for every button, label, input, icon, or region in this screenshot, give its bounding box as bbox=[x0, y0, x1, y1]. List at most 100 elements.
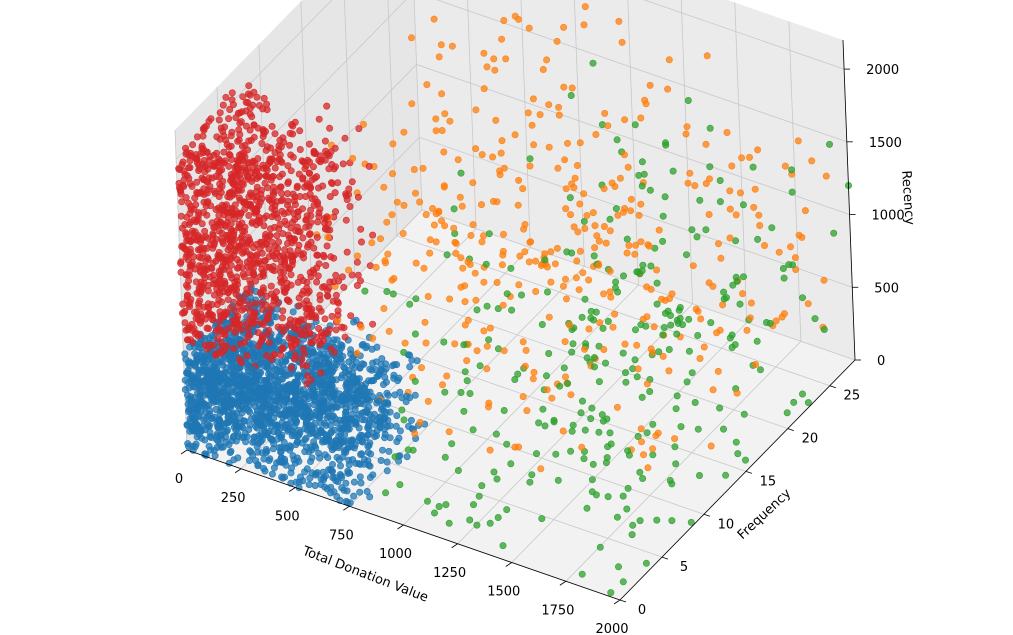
data-point bbox=[526, 478, 534, 486]
data-point bbox=[469, 501, 477, 509]
data-point bbox=[238, 219, 246, 227]
data-point bbox=[331, 189, 339, 197]
data-point bbox=[541, 422, 549, 430]
data-point bbox=[754, 146, 762, 154]
data-point bbox=[820, 276, 828, 284]
data-point bbox=[305, 169, 313, 177]
data-point bbox=[205, 281, 213, 289]
data-point bbox=[192, 359, 200, 367]
data-point bbox=[305, 231, 313, 239]
data-point bbox=[246, 408, 254, 416]
data-point bbox=[305, 481, 313, 489]
data-point bbox=[248, 219, 256, 227]
data-point bbox=[241, 205, 249, 213]
data-point bbox=[177, 268, 185, 276]
data-point bbox=[265, 374, 273, 382]
data-point bbox=[240, 417, 248, 425]
data-point bbox=[753, 337, 761, 345]
data-point bbox=[475, 492, 483, 500]
data-point bbox=[185, 199, 193, 207]
data-point bbox=[348, 443, 356, 451]
data-point bbox=[563, 248, 571, 256]
data-point bbox=[284, 162, 292, 170]
data-point bbox=[547, 248, 555, 256]
data-point bbox=[246, 110, 254, 118]
data-point bbox=[590, 354, 598, 362]
data-point bbox=[343, 248, 351, 256]
data-point bbox=[463, 357, 471, 365]
data-point bbox=[494, 513, 502, 521]
data-point bbox=[211, 189, 219, 197]
data-point bbox=[566, 321, 574, 329]
data-point bbox=[671, 435, 679, 443]
data-point bbox=[229, 179, 237, 187]
data-point bbox=[514, 370, 522, 378]
data-point bbox=[205, 442, 213, 450]
data-point bbox=[316, 340, 324, 348]
data-point bbox=[653, 300, 661, 308]
data-point bbox=[717, 254, 725, 262]
data-point bbox=[752, 360, 760, 368]
data-point bbox=[339, 160, 347, 168]
data-point bbox=[443, 251, 451, 259]
data-point bbox=[519, 338, 527, 346]
data-point bbox=[222, 262, 230, 270]
data-point bbox=[589, 460, 597, 468]
data-point bbox=[255, 257, 263, 265]
y-tick bbox=[661, 556, 669, 560]
data-point bbox=[182, 150, 190, 158]
data-point bbox=[216, 109, 224, 117]
data-point bbox=[246, 91, 254, 99]
data-point bbox=[578, 570, 586, 578]
data-point bbox=[443, 372, 451, 380]
data-point bbox=[595, 378, 603, 386]
data-point bbox=[249, 193, 257, 201]
data-point bbox=[450, 205, 458, 213]
data-point bbox=[682, 251, 690, 259]
data-point bbox=[393, 361, 401, 369]
data-point bbox=[555, 103, 563, 111]
z-tick-label: 1500 bbox=[869, 136, 902, 151]
data-point bbox=[530, 141, 538, 149]
data-point bbox=[185, 442, 193, 450]
data-point bbox=[716, 198, 724, 206]
data-point bbox=[642, 100, 650, 108]
data-point bbox=[356, 473, 364, 481]
data-point bbox=[707, 319, 715, 327]
data-point bbox=[323, 292, 331, 300]
data-point bbox=[526, 162, 534, 170]
data-point bbox=[672, 405, 680, 413]
data-point bbox=[293, 438, 301, 446]
data-point bbox=[634, 365, 642, 373]
data-point bbox=[358, 360, 366, 368]
data-point bbox=[640, 170, 648, 178]
data-point bbox=[460, 341, 468, 349]
data-point bbox=[668, 480, 676, 488]
data-point bbox=[489, 153, 497, 161]
data-point bbox=[634, 432, 642, 440]
data-point bbox=[585, 325, 593, 333]
data-point bbox=[532, 287, 540, 295]
data-point bbox=[515, 281, 523, 289]
data-point bbox=[302, 162, 310, 170]
data-point bbox=[611, 310, 619, 318]
data-point bbox=[227, 225, 235, 233]
data-point bbox=[604, 443, 612, 451]
data-point bbox=[412, 259, 420, 267]
data-point bbox=[303, 278, 311, 286]
data-point bbox=[328, 312, 336, 320]
data-point bbox=[249, 452, 257, 460]
data-point bbox=[231, 416, 239, 424]
data-point bbox=[685, 315, 693, 323]
x-tick bbox=[180, 449, 188, 455]
data-point bbox=[268, 266, 276, 274]
data-point bbox=[440, 148, 448, 156]
data-point bbox=[249, 314, 257, 322]
data-point bbox=[267, 435, 275, 443]
data-point bbox=[654, 429, 662, 437]
data-point bbox=[350, 318, 358, 326]
data-point bbox=[250, 157, 258, 165]
data-point bbox=[207, 264, 215, 272]
data-point bbox=[608, 179, 616, 187]
data-point bbox=[486, 519, 494, 527]
